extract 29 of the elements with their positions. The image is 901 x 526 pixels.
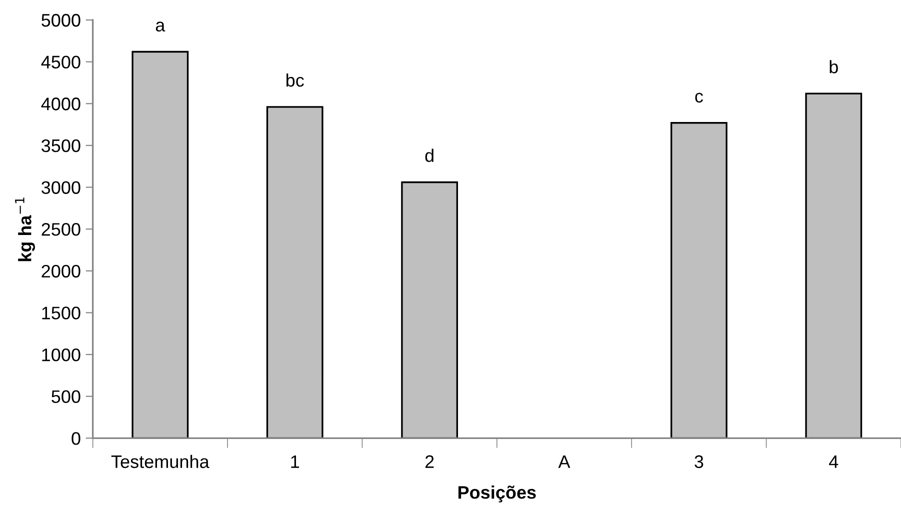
annotation: a	[156, 22, 166, 32]
bar	[132, 50, 189, 438]
y-tick-label: 2500	[42, 223, 80, 236]
annotation: bc	[286, 73, 304, 87]
annotation: c	[695, 92, 703, 103]
y-tick-label: 0	[72, 432, 80, 445]
x-tick-label: 3	[694, 455, 704, 468]
bar	[670, 122, 728, 438]
annotation: b	[830, 60, 838, 74]
y-tick-label: 5000	[42, 14, 80, 27]
x-tick-label: 4	[829, 455, 838, 468]
x-tick-label: 1	[291, 455, 299, 468]
bar	[401, 181, 458, 438]
x-tick-label: 2	[425, 455, 434, 468]
x-tick-label: Testemunha	[111, 454, 210, 468]
y-tick-label: 1000	[42, 348, 80, 362]
bar	[266, 106, 324, 438]
y-axis-title: kg ha$^{−1}$	[15, 198, 36, 262]
y-tick-label: 500	[52, 390, 80, 404]
annotation: d	[425, 148, 434, 162]
y-tick-label: 1500	[42, 306, 80, 320]
y-tick-label: 3000	[42, 181, 80, 194]
y-tick-label: 4500	[41, 56, 80, 69]
x-tick-label: A	[558, 455, 570, 468]
x-axis-title: Posições	[458, 486, 536, 502]
bar	[805, 92, 862, 438]
y-tick-label: 2000	[42, 264, 80, 278]
y-tick-label: 4000	[41, 98, 80, 110]
y-tick-label: 3500	[42, 139, 80, 152]
